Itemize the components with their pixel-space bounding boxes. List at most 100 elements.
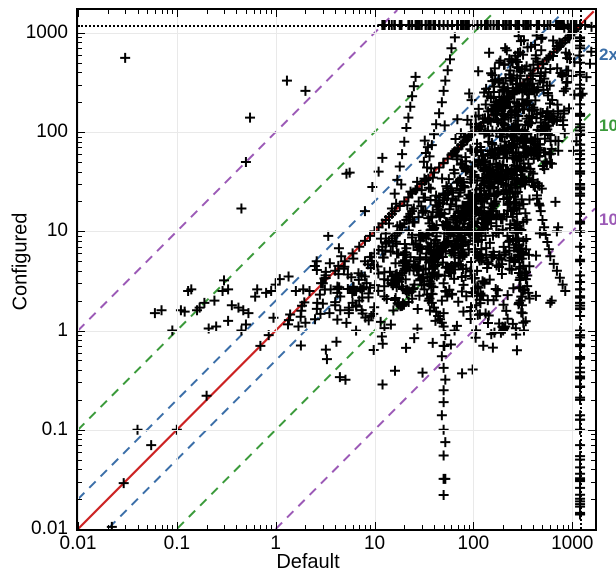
x-tick-minor-top bbox=[468, 10, 470, 14]
scatter-marker bbox=[495, 131, 506, 142]
x-tick-major bbox=[572, 522, 574, 529]
scatter-marker bbox=[438, 188, 449, 199]
x-tick-major-top bbox=[78, 10, 79, 17]
scatter-marker bbox=[455, 185, 466, 196]
scatter-marker bbox=[455, 174, 466, 185]
y-tick-minor bbox=[78, 352, 82, 354]
scatter-marker bbox=[488, 150, 499, 161]
scatter-marker bbox=[455, 260, 466, 271]
scatter-marker bbox=[436, 410, 447, 421]
x-tick-major-top bbox=[473, 10, 475, 17]
y-tick-minor bbox=[78, 246, 82, 248]
y-tick-minor-right bbox=[591, 136, 595, 138]
scatter-marker bbox=[444, 284, 455, 295]
scatter-marker bbox=[437, 173, 448, 184]
scatter-marker bbox=[528, 59, 539, 70]
scatter-marker bbox=[482, 295, 493, 306]
scatter-marker bbox=[396, 179, 407, 190]
scatter-marker bbox=[430, 315, 441, 326]
scatter-marker bbox=[511, 345, 522, 356]
scatter-marker bbox=[324, 308, 335, 319]
x-tick-minor-top bbox=[266, 10, 268, 14]
scatter-marker bbox=[295, 311, 306, 322]
scatter-marker bbox=[382, 275, 393, 286]
scatter-marker bbox=[542, 128, 553, 139]
x-tick-minor bbox=[322, 525, 324, 529]
scatter-marker bbox=[466, 95, 477, 106]
scatter-marker bbox=[438, 450, 449, 461]
scatter-marker bbox=[545, 251, 556, 262]
scatter-marker bbox=[442, 65, 453, 76]
scatter-marker bbox=[458, 279, 469, 290]
scatter-marker bbox=[341, 317, 352, 328]
y-tick-minor bbox=[78, 136, 82, 138]
scatter-marker bbox=[560, 286, 571, 297]
grid-line-vertical bbox=[176, 10, 178, 529]
scatter-marker bbox=[519, 173, 530, 184]
scatter-marker bbox=[538, 147, 549, 158]
y-tick-label: 1 bbox=[57, 319, 68, 341]
scatter-marker bbox=[358, 282, 369, 293]
scatter-marker bbox=[351, 301, 362, 312]
scatter-marker bbox=[518, 248, 529, 259]
scatter-marker bbox=[518, 35, 529, 46]
scatter-marker bbox=[487, 139, 498, 150]
scatter-marker bbox=[375, 233, 386, 244]
scatter-marker bbox=[494, 57, 505, 68]
scatter-marker bbox=[450, 211, 461, 222]
y-tick-minor bbox=[78, 340, 82, 342]
x-tick-minor-top bbox=[556, 10, 558, 14]
x-tick-minor-top bbox=[567, 10, 569, 14]
y-tick-minor bbox=[78, 399, 82, 401]
scatter-marker bbox=[562, 76, 573, 87]
scatter-marker bbox=[335, 291, 346, 302]
scatter-marker bbox=[211, 321, 222, 332]
scatter-marker bbox=[424, 305, 435, 316]
x-tick-minor bbox=[532, 525, 534, 529]
scatter-marker bbox=[425, 194, 436, 205]
scatter-marker bbox=[551, 265, 562, 276]
y-tick-major-right bbox=[588, 330, 595, 332]
y-tick-minor-right bbox=[591, 469, 595, 471]
scatter-marker bbox=[342, 283, 353, 294]
scatter-marker bbox=[488, 200, 499, 211]
x-tick-minor bbox=[154, 525, 156, 529]
scatter-marker bbox=[414, 290, 425, 301]
scatter-marker bbox=[457, 200, 468, 211]
scatter-marker bbox=[330, 297, 341, 308]
scatter-marker bbox=[508, 202, 519, 213]
scatter-marker bbox=[476, 145, 487, 156]
scatter-marker bbox=[360, 312, 371, 323]
scatter-marker bbox=[502, 230, 513, 241]
scatter-marker bbox=[503, 236, 514, 247]
y-tick-minor-right bbox=[591, 171, 595, 173]
x-tick-minor bbox=[271, 525, 273, 529]
y-tick-minor bbox=[78, 360, 82, 362]
scatter-marker bbox=[389, 206, 400, 217]
scatter-marker bbox=[524, 261, 535, 272]
x-tick-major bbox=[176, 522, 178, 529]
scatter-marker bbox=[535, 126, 546, 137]
y-tick-minor bbox=[78, 62, 82, 64]
scatter-marker bbox=[320, 266, 331, 277]
scatter-marker bbox=[438, 158, 449, 169]
scatter-marker bbox=[419, 192, 430, 203]
y-tick-minor-right bbox=[591, 360, 595, 362]
y-tick-minor-right bbox=[591, 141, 595, 143]
scatter-marker bbox=[476, 252, 487, 263]
y-tick-minor-right bbox=[591, 42, 595, 44]
scatter-marker bbox=[410, 185, 421, 196]
x-tick-minor-top bbox=[434, 10, 436, 14]
scatter-marker bbox=[440, 330, 451, 341]
x-tick-minor-top bbox=[550, 10, 552, 14]
scatter-marker bbox=[431, 231, 442, 242]
x-tick-minor-top bbox=[364, 10, 366, 14]
scatter-marker bbox=[478, 117, 489, 128]
scatter-marker bbox=[436, 97, 447, 108]
scatter-marker bbox=[445, 199, 456, 210]
scatter-marker bbox=[450, 134, 461, 144]
x-tick-minor bbox=[107, 525, 109, 529]
x-tick-minor-top bbox=[359, 10, 361, 14]
scatter-marker bbox=[250, 291, 261, 302]
